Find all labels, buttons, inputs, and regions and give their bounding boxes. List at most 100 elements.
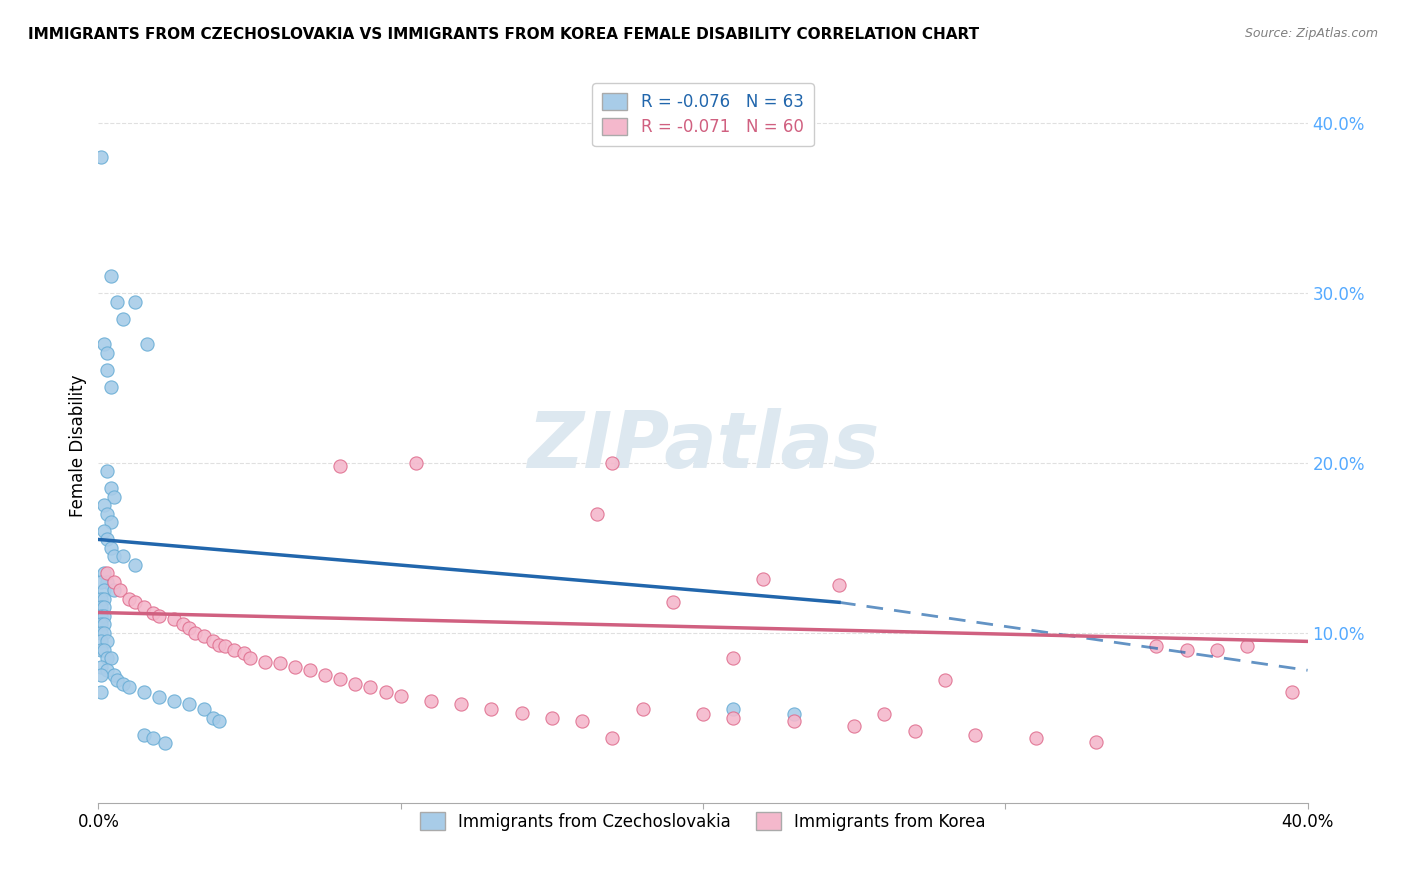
Point <box>118 591 141 606</box>
Point <box>93 591 115 606</box>
Point <box>93 600 115 615</box>
Point <box>232 646 254 660</box>
Point <box>90 608 112 623</box>
Point <box>96 566 118 581</box>
Point <box>202 711 225 725</box>
Point <box>193 629 215 643</box>
Point <box>344 677 367 691</box>
Point <box>96 465 118 479</box>
Point <box>100 269 122 284</box>
Point <box>202 634 225 648</box>
Point <box>163 612 186 626</box>
Point <box>93 583 115 598</box>
Point <box>752 572 775 586</box>
Point <box>873 707 896 722</box>
Point <box>329 672 352 686</box>
Point <box>661 595 683 609</box>
Point <box>96 663 118 677</box>
Point <box>1281 685 1303 699</box>
Point <box>179 621 201 635</box>
Point <box>269 657 291 671</box>
Point <box>214 640 236 654</box>
Point <box>118 680 141 694</box>
Point <box>571 714 593 729</box>
Y-axis label: Female Disability: Female Disability <box>69 375 87 517</box>
Point <box>96 507 118 521</box>
Legend: Immigrants from Czechoslovakia, Immigrants from Korea: Immigrants from Czechoslovakia, Immigran… <box>413 805 993 838</box>
Point <box>510 706 533 720</box>
Point <box>124 294 146 309</box>
Point <box>105 673 128 688</box>
Point <box>1175 643 1198 657</box>
Point <box>96 574 118 589</box>
Point <box>172 617 194 632</box>
Point <box>111 311 134 326</box>
Point <box>299 663 322 677</box>
Point <box>93 566 115 581</box>
Point <box>153 736 176 750</box>
Point <box>132 728 155 742</box>
Point <box>828 578 851 592</box>
Point <box>193 702 215 716</box>
Text: IMMIGRANTS FROM CZECHOSLOVAKIA VS IMMIGRANTS FROM KOREA FEMALE DISABILITY CORREL: IMMIGRANTS FROM CZECHOSLOVAKIA VS IMMIGR… <box>28 27 979 42</box>
Point <box>1144 640 1167 654</box>
Point <box>329 459 352 474</box>
Point <box>1206 643 1229 657</box>
Point <box>723 711 745 725</box>
Point <box>132 685 155 699</box>
Point <box>1236 640 1258 654</box>
Point <box>184 626 207 640</box>
Point <box>904 724 927 739</box>
Point <box>179 698 201 712</box>
Point <box>934 673 956 688</box>
Point <box>103 549 125 564</box>
Point <box>360 680 382 694</box>
Point <box>93 626 115 640</box>
Point <box>163 694 186 708</box>
Point <box>224 643 246 657</box>
Point <box>208 714 231 729</box>
Point <box>965 728 987 742</box>
Point <box>90 617 112 632</box>
Point <box>124 595 146 609</box>
Point <box>108 583 131 598</box>
Point <box>481 702 503 716</box>
Point <box>103 574 125 589</box>
Point <box>148 608 170 623</box>
Point <box>103 583 125 598</box>
Point <box>284 660 307 674</box>
Point <box>103 668 125 682</box>
Point <box>723 702 745 716</box>
Point <box>783 714 806 729</box>
Point <box>100 541 122 555</box>
Point <box>111 677 134 691</box>
Point <box>631 702 654 716</box>
Point <box>314 668 336 682</box>
Point <box>374 685 396 699</box>
Point <box>90 643 112 657</box>
Point <box>239 651 262 665</box>
Point <box>93 617 115 632</box>
Point <box>540 711 562 725</box>
Point <box>100 516 122 530</box>
Point <box>93 499 115 513</box>
Point <box>142 606 165 620</box>
Point <box>90 591 112 606</box>
Point <box>90 660 112 674</box>
Point <box>105 294 128 309</box>
Point <box>450 698 472 712</box>
Point <box>96 362 118 376</box>
Point <box>135 337 157 351</box>
Point <box>93 643 115 657</box>
Point <box>96 634 118 648</box>
Point <box>142 731 165 746</box>
Point <box>90 150 112 164</box>
Point <box>90 574 112 589</box>
Point <box>844 719 866 733</box>
Point <box>96 345 118 359</box>
Point <box>100 379 122 393</box>
Point <box>93 337 115 351</box>
Point <box>253 655 276 669</box>
Point <box>100 482 122 496</box>
Text: ZIPatlas: ZIPatlas <box>527 408 879 484</box>
